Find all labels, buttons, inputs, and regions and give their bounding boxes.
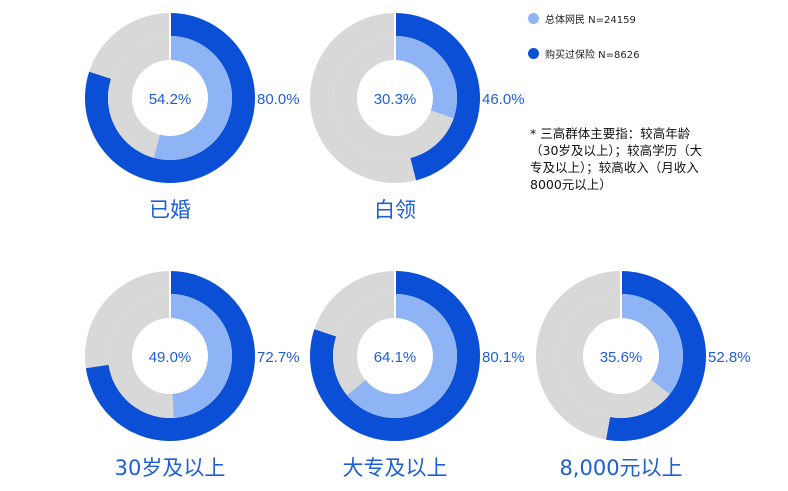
outer-value-label: 80.0% [257, 91, 300, 108]
outer-value-label: 80.1% [482, 349, 525, 366]
footnote-line: 8000元以上） [530, 177, 612, 192]
outer-value-label: 46.0% [482, 91, 525, 108]
inner-value-label: 49.0% [149, 349, 192, 366]
footnote-line: * 三高群体主要指：较高年龄 [530, 126, 691, 141]
footnote: * 三高群体主要指：较高年龄 （30岁及以上）；较高学历（大 专及以上）；较高收… [530, 125, 775, 193]
legend-dot-overall [528, 12, 539, 24]
outer-ring-segment [395, 13, 480, 181]
legend-item-insured: 购买过保险 N=8626 [528, 45, 640, 61]
inner-ring-segment [395, 36, 457, 119]
inner-ring-segment [346, 294, 457, 418]
legend-dot-insured [528, 47, 539, 59]
chart-title: 已婚 [149, 198, 191, 222]
legend: 总体网民 N=24159 购买过保险 N=8626 [528, 10, 640, 80]
legend-label-insured: 购买过保险 N=8626 [545, 49, 640, 61]
footnote-line: （30岁及以上）；较高学历（大 [530, 143, 703, 158]
legend-item-overall: 总体网民 N=24159 [528, 10, 640, 26]
inner-value-label: 35.6% [600, 349, 643, 366]
inner-value-label: 54.2% [149, 91, 192, 108]
chart-title: 8,000元以上 [559, 456, 682, 480]
footnote-line: 专及以上）；较高收入（月收入 [530, 160, 699, 175]
inner-value-label: 64.1% [374, 349, 417, 366]
legend-label-overall: 总体网民 N=24159 [545, 14, 636, 26]
inner-ring-segment [170, 294, 233, 418]
outer-value-label: 72.7% [257, 349, 300, 366]
outer-value-label: 52.8% [708, 349, 751, 366]
inner-value-label: 30.3% [374, 91, 417, 108]
inner-ring-segment [621, 294, 683, 395]
chart-title: 30岁及以上 [115, 456, 226, 480]
outer-ring-segment [606, 271, 706, 441]
chart-title: 大专及以上 [343, 456, 448, 480]
chart-title: 白领 [374, 198, 416, 222]
inner-ring-segment [153, 36, 232, 160]
